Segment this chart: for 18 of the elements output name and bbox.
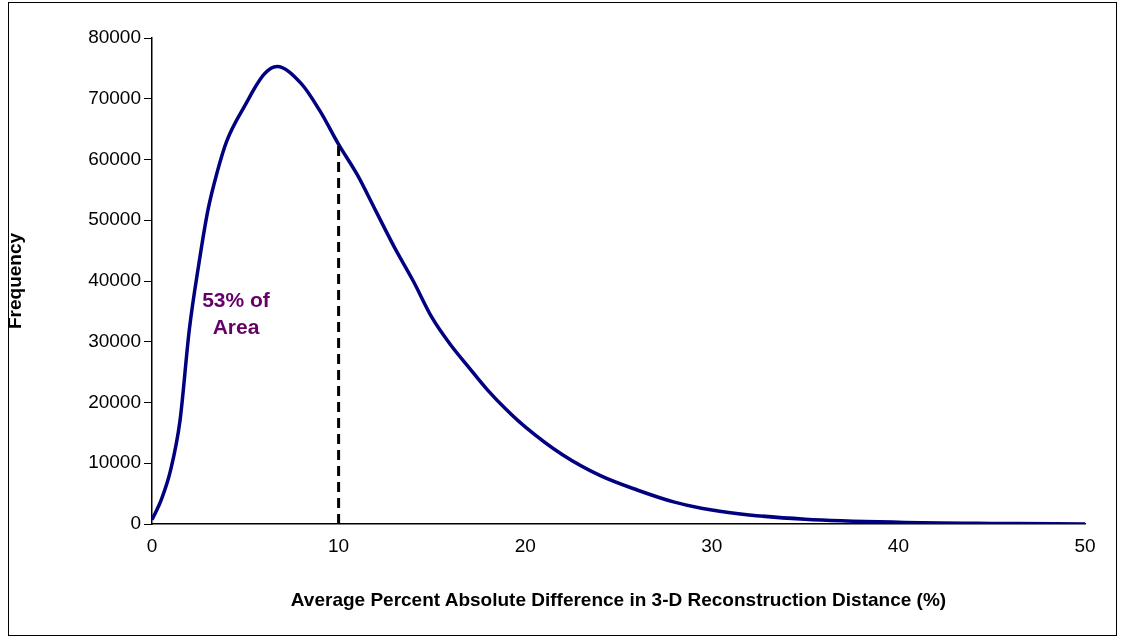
x-tick-label: 50 <box>1074 534 1096 556</box>
y-tick-label: 40000 <box>88 269 141 291</box>
y-tick-label: 50000 <box>88 208 141 230</box>
y-axis-title: Frequency <box>3 232 25 330</box>
y-tick-label: 10000 <box>88 451 141 473</box>
x-tick-label: 20 <box>514 534 536 556</box>
y-tick-label: 20000 <box>88 390 141 412</box>
y-tick-label: 0 <box>130 512 141 534</box>
y-tick-label: 80000 <box>88 26 141 48</box>
y-tick-label: 30000 <box>88 329 141 351</box>
annotation: 53% of Area <box>202 288 271 339</box>
y-tick-label: 70000 <box>88 86 141 108</box>
x-tick-label: 10 <box>328 534 350 556</box>
x-axis-title: Average Percent Absolute Difference in 3-D Reconstruction Distance (%) <box>290 588 947 610</box>
x-tick-label: 40 <box>887 534 909 556</box>
x-tick-label: 30 <box>701 534 723 556</box>
x-tick-label: 0 <box>146 534 158 556</box>
y-tick-label: 60000 <box>88 147 141 169</box>
